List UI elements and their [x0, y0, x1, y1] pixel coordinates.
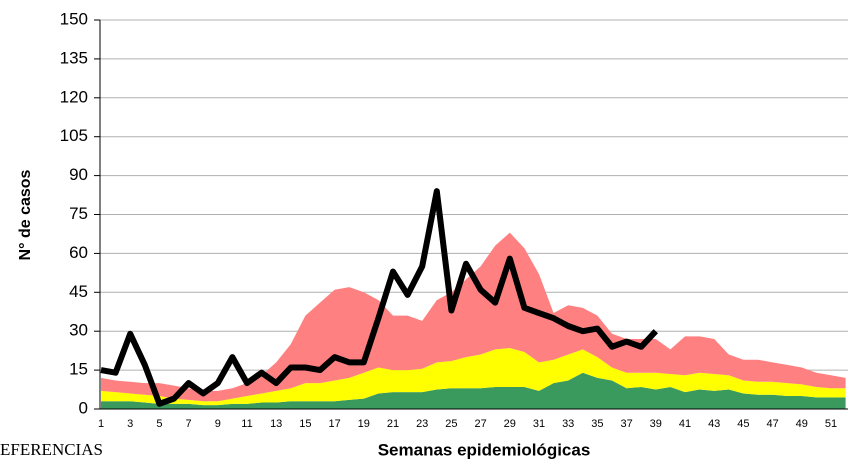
x-tick-label: 31: [533, 418, 545, 430]
x-tick-label: 9: [215, 418, 221, 430]
line: [100, 188, 658, 407]
y-tick-label: 90: [69, 165, 88, 184]
x-tick-label: 27: [474, 418, 486, 430]
x-tick-label: 51: [825, 418, 837, 430]
x-tick-label: 23: [416, 418, 428, 430]
y-tick-label: 75: [69, 204, 88, 223]
y-axis-label: N° de casos: [17, 169, 34, 260]
x-tick-label: 11: [241, 418, 252, 430]
area: [101, 232, 846, 402]
y-tick-label: 60: [69, 243, 88, 262]
y-tick-label: 30: [69, 321, 88, 340]
y-tick-label: 45: [69, 282, 88, 301]
x-tick-label: 39: [650, 418, 662, 430]
x-tick-label: 35: [591, 418, 603, 430]
x-tick-label: 43: [708, 418, 720, 430]
x-tick-label: 21: [387, 418, 399, 430]
x-tick-label: 47: [766, 418, 778, 430]
x-tick-label: 13: [270, 418, 282, 430]
x-axis-label: Semanas epidemiológicas: [378, 440, 591, 459]
x-tick-label: 25: [445, 418, 457, 430]
x-tick-label: 15: [299, 418, 311, 430]
x-tick-label: 1: [98, 418, 104, 430]
x-tick-label: 19: [358, 418, 370, 430]
y-tick-label: 105: [60, 126, 88, 145]
x-tick-label: 7: [186, 418, 192, 430]
area: [101, 372, 846, 409]
x-tick-label: 49: [796, 418, 808, 430]
y-tick-label: 15: [69, 360, 88, 379]
y-tick-label: 0: [79, 398, 88, 417]
x-tick-label: 37: [620, 418, 632, 430]
x-tick-label: 41: [679, 418, 691, 430]
x-tick-label: 45: [737, 418, 749, 430]
x-tick-label: 3: [127, 418, 133, 430]
annotation: EFERENCIAS: [0, 440, 103, 459]
area: [101, 348, 846, 406]
y-tick-label: 150: [60, 9, 88, 28]
x-tick-label: 5: [156, 418, 162, 430]
x-tick-label: 17: [328, 418, 340, 430]
x-tick-label: 29: [504, 418, 516, 430]
y-tick-label: 120: [60, 87, 88, 106]
y-tick-label: 135: [60, 48, 88, 67]
x-tick-label: 33: [562, 418, 574, 430]
